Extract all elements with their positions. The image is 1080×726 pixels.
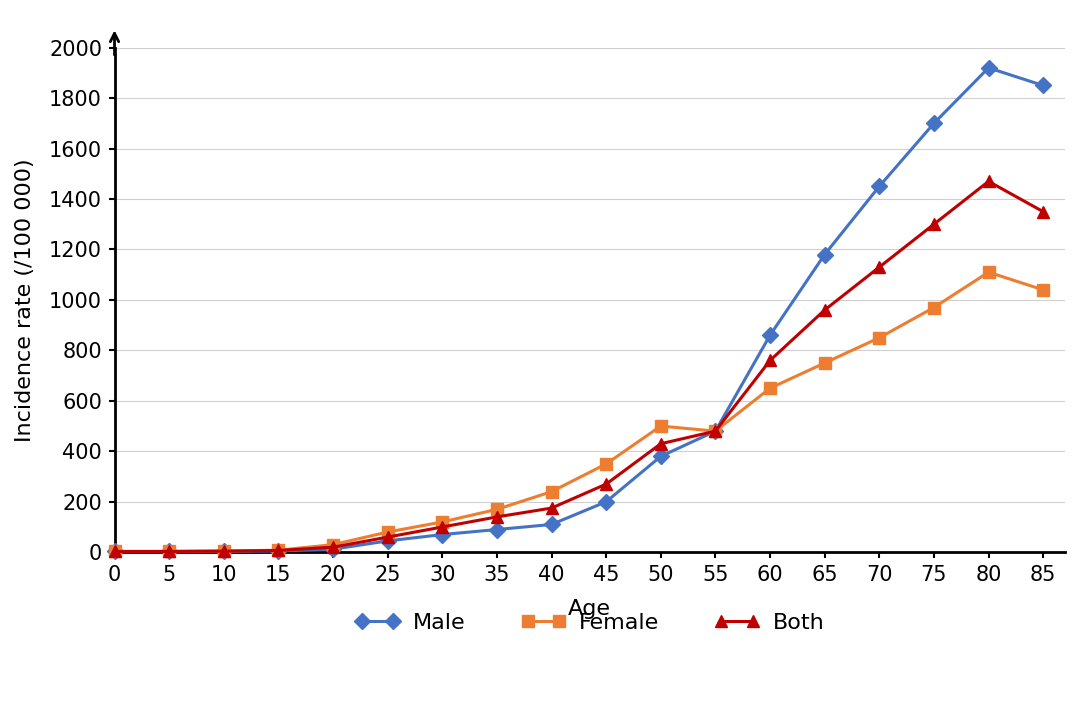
Female — [1037, 285, 1050, 294]
Male — [272, 547, 285, 555]
Both — [982, 177, 995, 186]
Male — [381, 537, 394, 545]
Female — [272, 546, 285, 555]
Line: Both: Both — [108, 175, 1050, 558]
Female — [436, 518, 449, 526]
Legend: Male, Female, Both: Male, Female, Both — [347, 604, 833, 642]
Line: Female: Female — [109, 266, 1049, 557]
Male — [982, 63, 995, 72]
Male — [873, 182, 886, 191]
Female — [928, 303, 941, 312]
Male — [326, 544, 339, 553]
Female — [326, 540, 339, 549]
Both — [764, 356, 777, 365]
Male — [163, 547, 176, 556]
Both — [490, 513, 503, 521]
Male — [708, 427, 721, 436]
Both — [163, 547, 176, 556]
Both — [108, 547, 121, 556]
Both — [381, 533, 394, 542]
Both — [708, 427, 721, 436]
Both — [436, 523, 449, 531]
Both — [599, 480, 612, 489]
Both — [654, 439, 667, 448]
Female — [599, 460, 612, 468]
Female — [108, 547, 121, 556]
Both — [217, 547, 230, 555]
X-axis label: Age: Age — [568, 599, 611, 619]
Male — [490, 525, 503, 534]
Female — [982, 268, 995, 277]
Male — [1037, 81, 1050, 90]
Male — [928, 119, 941, 128]
Female — [163, 547, 176, 556]
Female — [381, 528, 394, 537]
Female — [764, 384, 777, 393]
Female — [873, 333, 886, 342]
Male — [217, 547, 230, 555]
Female — [654, 422, 667, 431]
Male — [545, 520, 558, 529]
Male — [436, 530, 449, 539]
Both — [819, 306, 832, 314]
Male — [654, 452, 667, 461]
Both — [873, 263, 886, 272]
Both — [545, 504, 558, 513]
Male — [108, 547, 121, 556]
Female — [490, 505, 503, 514]
Male — [599, 497, 612, 506]
Male — [819, 250, 832, 259]
Line: Male: Male — [109, 62, 1049, 557]
Male — [764, 331, 777, 340]
Both — [326, 543, 339, 552]
Female — [708, 427, 721, 436]
Both — [1037, 208, 1050, 216]
Y-axis label: Incidence rate (/100 000): Incidence rate (/100 000) — [15, 158, 35, 441]
Female — [217, 547, 230, 555]
Female — [545, 487, 558, 496]
Both — [928, 220, 941, 229]
Female — [819, 359, 832, 367]
Both — [272, 546, 285, 555]
